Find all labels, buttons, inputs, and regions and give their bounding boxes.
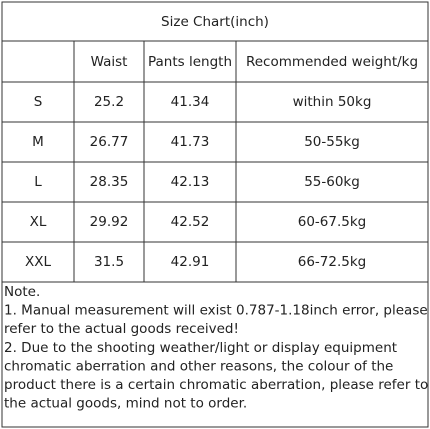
note-line: refer to the actual goods received! bbox=[4, 321, 239, 337]
note-line: 2. Due to the shooting weather/light or … bbox=[4, 340, 397, 356]
cell: 29.92 bbox=[90, 214, 129, 230]
cell: 42.52 bbox=[171, 214, 210, 230]
cell: 55-60kg bbox=[304, 174, 360, 190]
size-label: S bbox=[34, 94, 43, 110]
note-line: product there is a certain chromatic abe… bbox=[4, 377, 428, 393]
note-line: Note. bbox=[4, 284, 40, 300]
cell: 31.5 bbox=[94, 254, 124, 270]
table-title: Size Chart(inch) bbox=[161, 14, 269, 30]
cell: 41.34 bbox=[171, 94, 210, 110]
size-label: M bbox=[32, 134, 44, 150]
size-label: XL bbox=[30, 214, 47, 230]
cell: 28.35 bbox=[90, 174, 129, 190]
note-line: 1. Manual measurement will exist 0.787-1… bbox=[4, 303, 428, 319]
cell: 42.13 bbox=[171, 174, 210, 190]
cell: 26.77 bbox=[90, 134, 129, 150]
column-header: Pants length bbox=[148, 54, 232, 70]
size-label: L bbox=[34, 174, 42, 190]
cell: 50-55kg bbox=[304, 134, 360, 150]
cell: 42.91 bbox=[171, 254, 210, 270]
cell: 25.2 bbox=[94, 94, 124, 110]
column-header: Recommended weight/kg bbox=[246, 54, 418, 70]
note-line: the actual goods, mind not to order. bbox=[4, 396, 247, 412]
size-label: XXL bbox=[25, 254, 51, 270]
column-header: Waist bbox=[91, 54, 128, 70]
note-line: chromatic aberration and other reasons, … bbox=[4, 358, 393, 374]
cell: 41.73 bbox=[171, 134, 210, 150]
cell: 60-67.5kg bbox=[298, 214, 367, 230]
cell: within 50kg bbox=[293, 94, 372, 110]
cell: 66-72.5kg bbox=[298, 254, 367, 270]
